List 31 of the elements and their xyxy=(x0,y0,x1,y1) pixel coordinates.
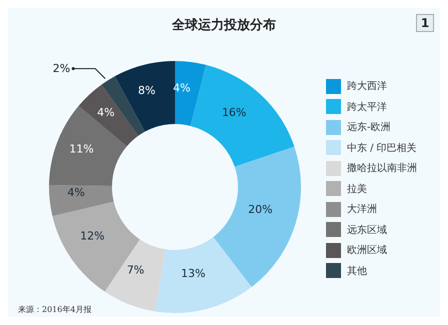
donut-slice xyxy=(49,185,114,216)
data-label: 8% xyxy=(138,84,156,97)
data-label: 16% xyxy=(222,106,246,120)
data-label: 11% xyxy=(69,142,94,156)
data-label: 12% xyxy=(80,229,105,242)
data-label: 20% xyxy=(248,203,273,216)
legend-label: 远东-欧洲 xyxy=(347,120,391,134)
legend-label: 远东区域 xyxy=(347,224,387,237)
donut-slice xyxy=(114,61,175,132)
legend-label: 撒哈拉以南非洲 xyxy=(347,162,417,176)
donut-slice xyxy=(155,237,252,313)
text: 1 xyxy=(416,14,434,32)
donut-slice xyxy=(49,106,127,186)
legend-label: 跨太平洋 xyxy=(347,100,387,114)
chart-title: 全球运力投放分布 xyxy=(172,18,276,33)
legend-label: 欧洲区域 xyxy=(347,244,387,258)
data-label: 4% xyxy=(67,186,85,199)
source-note: 来源：2016年4月报 xyxy=(18,304,92,315)
data-label: 2% xyxy=(52,62,70,76)
legend-label: 跨大西洋 xyxy=(347,80,387,94)
legend-label: 拉美 xyxy=(347,182,367,196)
data-label: 4% xyxy=(97,106,115,120)
legend-label: 其他 xyxy=(347,264,367,278)
legend-label: 中东 / 印巴相关 xyxy=(347,142,417,155)
donut-slice xyxy=(175,61,206,126)
data-label: 13% xyxy=(181,267,206,280)
data-label: 7% xyxy=(126,263,144,276)
donut-slice xyxy=(104,239,166,312)
legend-label: 大洋洲 xyxy=(347,202,377,216)
donut-slice xyxy=(213,146,301,288)
donut-slice xyxy=(190,64,294,167)
